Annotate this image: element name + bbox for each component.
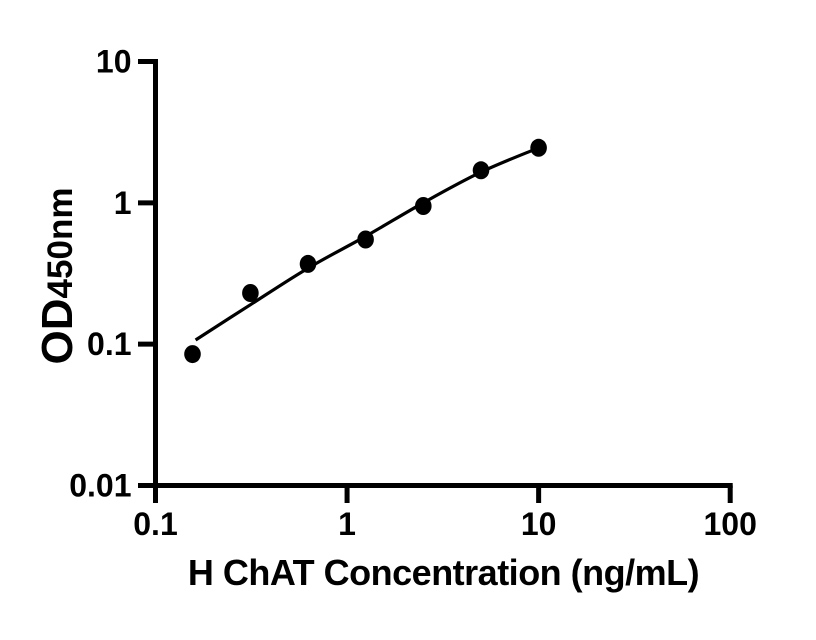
- data-point: [299, 254, 317, 273]
- x-tick-label: 0.1: [133, 506, 177, 542]
- x-tick-label: 100: [704, 506, 757, 542]
- data-point: [357, 230, 374, 249]
- y-tick-label: 0.01: [69, 468, 131, 504]
- data-point: [184, 345, 201, 364]
- y-tick-label: 0.1: [87, 326, 131, 362]
- y-axis-title: OD450nm: [33, 146, 82, 406]
- data-point: [530, 138, 547, 157]
- data-points: [184, 138, 547, 364]
- x-tick-label: 1: [338, 506, 356, 542]
- data-point: [415, 197, 432, 215]
- x-tick-label: 10: [521, 506, 557, 542]
- y-axis-title-sub: 450nm: [41, 187, 80, 299]
- data-point: [472, 161, 490, 180]
- axes: [138, 59, 733, 503]
- y-tick-label: 10: [96, 44, 132, 80]
- data-point: [242, 284, 259, 302]
- y-axis-title-main: OD: [33, 298, 82, 365]
- y-tick-label: 1: [114, 185, 132, 221]
- x-axis-title: H ChAT Concentration (ng/mL): [187, 552, 700, 593]
